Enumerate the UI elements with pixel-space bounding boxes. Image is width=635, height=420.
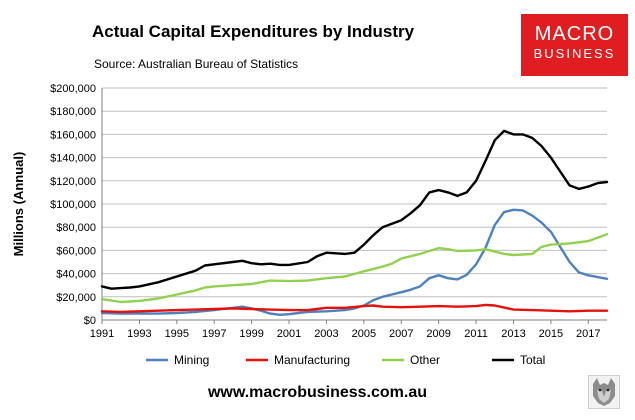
x-tick-label: 1999 — [239, 328, 263, 340]
x-tick-label: 2011 — [464, 328, 488, 340]
legend-label-mining: Mining — [174, 353, 209, 367]
x-tick-label: 2005 — [352, 328, 376, 340]
series-line-other — [100, 233, 609, 304]
y-tick-label: $80,000 — [56, 222, 96, 234]
macrobusiness-logo: MACRO BUSINESS — [521, 14, 628, 76]
y-axis-label: Millions (Annual) — [11, 152, 26, 257]
legend-label-manufacturing: Manufacturing — [274, 353, 350, 367]
legend-label-total: Total — [520, 353, 545, 367]
y-tick-label: $180,000 — [50, 106, 96, 118]
series-line-mining — [100, 208, 609, 316]
y-tick-label: $120,000 — [50, 176, 96, 188]
wolf-mascot-icon — [588, 375, 620, 409]
legend-label-other: Other — [410, 353, 440, 367]
footer-url[interactable]: www.macrobusiness.com.au — [207, 384, 428, 401]
x-tick-label: 2003 — [314, 328, 338, 340]
y-tick-label: $60,000 — [56, 245, 96, 257]
x-tick-label: 1991 — [90, 328, 114, 340]
logo-line-1: MACRO — [534, 23, 615, 45]
chart-subtitle: Source: Australian Bureau of Statistics — [94, 57, 299, 71]
series-line-manufacturing — [100, 303, 609, 314]
x-tick-label: 2013 — [501, 328, 525, 340]
y-tick-label: $0 — [84, 315, 96, 327]
logo-line-2: BUSINESS — [533, 46, 616, 61]
x-tick-label: 1997 — [202, 328, 226, 340]
y-tick-label: $20,000 — [56, 292, 96, 304]
x-tick-label: 2009 — [426, 328, 450, 340]
x-tick-label: 2001 — [277, 328, 301, 340]
y-tick-label: $100,000 — [50, 199, 96, 211]
x-tick-label: 2017 — [576, 328, 600, 340]
series-line-total — [100, 129, 609, 290]
x-tick-label: 1995 — [165, 328, 189, 340]
x-tick-label: 2007 — [389, 328, 413, 340]
x-tick-label: 1993 — [127, 328, 151, 340]
y-tick-label: $160,000 — [50, 129, 96, 141]
x-tick-label: 2015 — [539, 328, 563, 340]
chart-title: Actual Capital Expenditures by Industry — [92, 22, 415, 41]
y-tick-label: $140,000 — [50, 153, 96, 165]
y-tick-label: $40,000 — [56, 269, 96, 281]
y-tick-label: $200,000 — [50, 83, 96, 95]
